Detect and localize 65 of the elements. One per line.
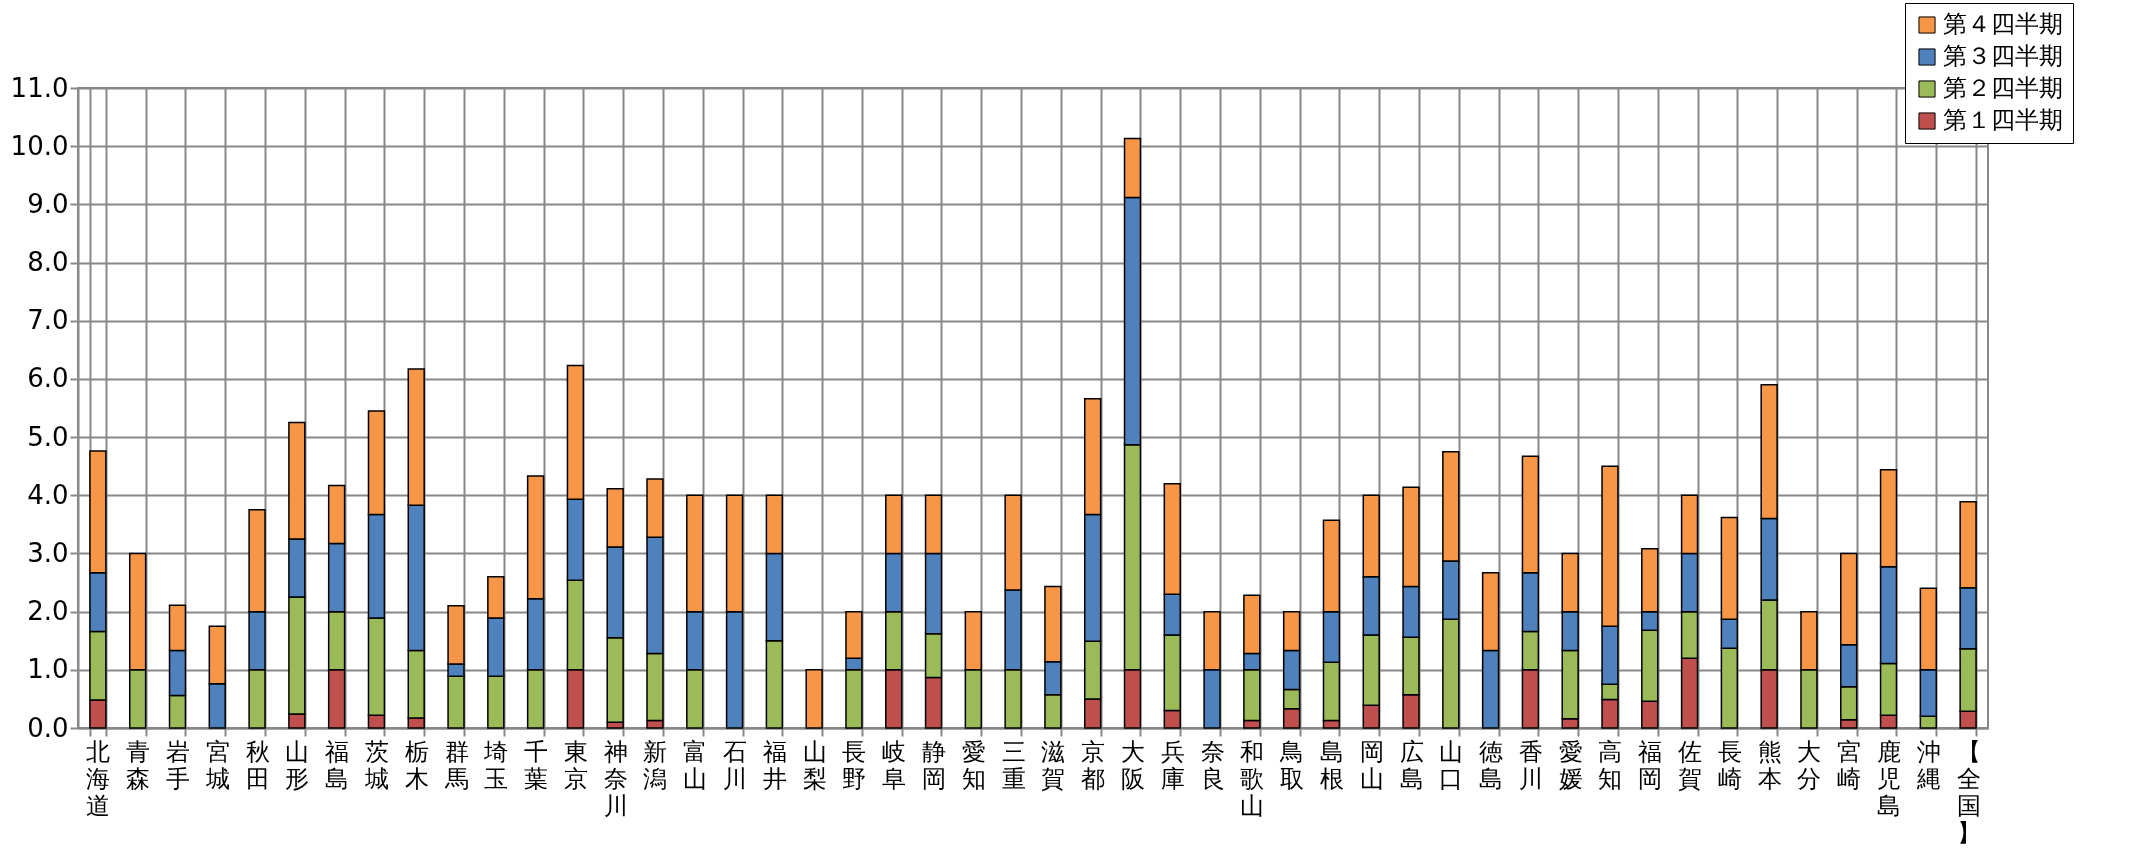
y-tick-label: 0.0	[27, 712, 69, 743]
x-tick-label: 福井	[762, 737, 787, 793]
x-tick-label: 鹿児島	[1877, 737, 1902, 820]
x-tick-label: 埼玉	[483, 737, 509, 793]
x-tick-label: 兵庫	[1160, 737, 1185, 793]
x-tick-label: 静岡	[922, 737, 947, 793]
x-tick-label: 香川	[1518, 737, 1543, 793]
x-tick-label: 佐賀	[1678, 737, 1703, 793]
x-tick-label: 愛知	[961, 737, 986, 793]
x-tick-label: 【全国】	[1956, 737, 1981, 847]
y-tick-label: 2.0	[27, 596, 69, 627]
x-tick-label: 福岡	[1638, 737, 1663, 793]
x-tick-label: 愛媛	[1558, 737, 1583, 793]
x-tick-label: 長野	[842, 737, 867, 793]
y-tick-label: 9.0	[27, 188, 69, 219]
y-tick-label: 8.0	[27, 247, 69, 278]
x-tick-label: 栃木	[404, 737, 429, 793]
x-tick-label: 広島	[1399, 737, 1424, 793]
x-tick-label: 高知	[1598, 737, 1623, 793]
x-tick-label: 奈良	[1200, 737, 1225, 793]
x-tick-label: 山梨	[802, 737, 827, 793]
x-tick-label: 大分	[1797, 737, 1822, 793]
x-tick-label: 新潟	[643, 737, 668, 793]
x-tick-label: 岩手	[165, 737, 190, 793]
x-tick-label: 富山	[683, 737, 708, 793]
bar	[805, 669, 823, 729]
y-tick-label: 3.0	[27, 537, 69, 568]
x-tick-label: 島根	[1319, 737, 1344, 793]
y-tick-label: 1.0	[27, 654, 69, 685]
x-tick-label: 山口	[1439, 737, 1464, 793]
x-tick-label: 宮崎	[1837, 737, 1862, 793]
legend-label: 第２四半期	[1943, 74, 2063, 102]
x-tick-label: 三重	[1001, 737, 1026, 793]
x-tick-label: 京都	[1081, 737, 1106, 793]
legend-label: 第３四半期	[1943, 42, 2063, 70]
x-tick-label: 熊本	[1757, 737, 1782, 793]
x-tick-label: 群馬	[443, 737, 469, 793]
legend-label: 第４四半期	[1943, 10, 2063, 38]
x-tick-label: 大阪	[1120, 737, 1145, 793]
x-tick-label: 福島	[325, 737, 350, 793]
x-tick-label: 千葉	[524, 737, 549, 793]
x-tick-label: 茨城	[363, 737, 389, 793]
y-tick-label: 5.0	[27, 421, 69, 452]
y-tick-label: 4.0	[27, 479, 69, 510]
x-tick-label: 山形	[285, 737, 310, 793]
x-tick-label: 石川	[723, 737, 748, 793]
x-tick-label: 岡山	[1359, 737, 1384, 793]
x-tick-label: 岐阜	[882, 737, 907, 793]
y-tick-label: 11.0	[10, 72, 69, 103]
x-tick-label: 滋賀	[1041, 737, 1066, 793]
x-tick-label: 宮城	[204, 737, 230, 793]
x-tick-label: 徳島	[1479, 737, 1504, 793]
x-tick-label: 鳥取	[1279, 737, 1305, 793]
legend-label: 第１四半期	[1943, 106, 2063, 134]
x-tick-label: 和歌山	[1240, 737, 1265, 820]
x-tick-label: 東京	[563, 737, 588, 793]
y-tick-label: 10.0	[10, 130, 69, 161]
x-tick-label: 青森	[126, 737, 151, 793]
x-tick-label: 神奈川	[603, 737, 628, 820]
y-tick-label: 7.0	[27, 305, 69, 336]
y-tick-label: 6.0	[27, 363, 69, 394]
x-tick-label: 秋田	[245, 737, 270, 793]
x-tick-label: 長崎	[1717, 737, 1742, 793]
x-tick-label: 沖縄	[1915, 737, 1941, 793]
x-tick-label: 北海道	[86, 737, 111, 820]
